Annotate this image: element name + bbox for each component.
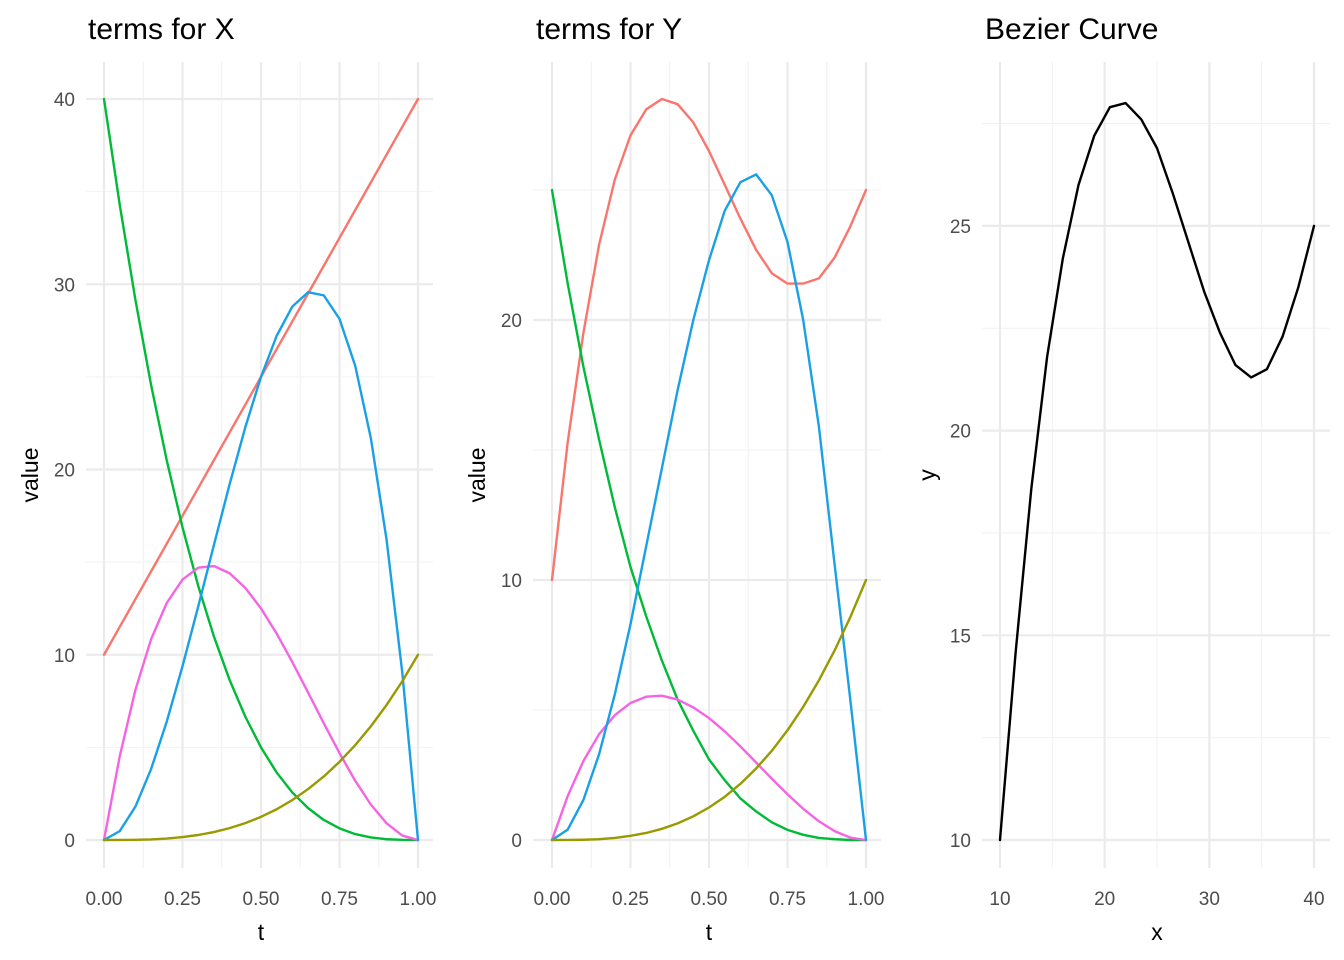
x-tick-label: 1.00 xyxy=(400,889,437,910)
series-line-1 xyxy=(550,97,868,582)
y-tick-label: 20 xyxy=(950,422,971,443)
y-tick-label: 0 xyxy=(511,831,522,852)
x-tick-label: 0.50 xyxy=(691,889,728,910)
x-tick-label: 40 xyxy=(1303,889,1324,910)
y-tick-label: 40 xyxy=(54,90,75,111)
series-line-4 xyxy=(550,173,868,842)
x-tick-label: 0.50 xyxy=(243,889,280,910)
x-axis-title: t xyxy=(258,919,265,945)
x-tick-label: 0.00 xyxy=(86,889,123,910)
x-tick-label: 0.25 xyxy=(164,889,201,910)
series-line-5 xyxy=(550,578,868,842)
panel-1: 0.00 0.25 0.50 0.75 1.00 0 10 20 30 40 terms for X… xyxy=(17,13,436,945)
y-tick-label: 15 xyxy=(950,626,971,647)
y-tick-label: 20 xyxy=(501,311,522,332)
series-line-3 xyxy=(550,694,868,842)
x-tick-label: 30 xyxy=(1199,889,1220,910)
y-tick-label: 10 xyxy=(501,571,522,592)
x-tick-label: 0.75 xyxy=(321,889,358,910)
y-axis-title: value xyxy=(17,448,43,503)
x-axis-title: t xyxy=(706,919,713,945)
series-line-5 xyxy=(102,653,420,842)
y-axis-title: y xyxy=(914,469,940,481)
x-tick-label: 10 xyxy=(989,889,1010,910)
grid xyxy=(86,62,433,868)
y-tick-label: 10 xyxy=(950,831,971,852)
panel-title: terms for X xyxy=(88,13,235,46)
panel-title: terms for Y xyxy=(536,13,682,46)
series-line-1 xyxy=(998,101,1316,842)
grid xyxy=(982,62,1330,868)
y-tick-label: 25 xyxy=(950,217,971,238)
y-tick-label: 10 xyxy=(54,646,75,667)
y-tick-label: 0 xyxy=(64,831,75,852)
panel-2: 0.00 0.25 0.50 0.75 1.00 0 10 20 terms for Y t val… xyxy=(464,13,884,945)
grid xyxy=(533,62,881,868)
x-tick-label: 1.00 xyxy=(848,889,885,910)
x-axis-title: x xyxy=(1151,919,1163,945)
x-tick-label: 20 xyxy=(1094,889,1115,910)
series-line-2 xyxy=(102,97,420,842)
panel-3: 10 20 30 40 10 15 20 25 Bezier Curve x y xyxy=(914,13,1330,945)
series-line-3 xyxy=(102,564,420,842)
y-axis-title: value xyxy=(464,448,490,503)
x-tick-label: 0.25 xyxy=(612,889,649,910)
panel-title: Bezier Curve xyxy=(985,13,1158,46)
y-tick-label: 30 xyxy=(54,275,75,296)
y-tick-label: 20 xyxy=(54,461,75,482)
x-tick-label: 0.00 xyxy=(534,889,571,910)
series-line-2 xyxy=(550,188,868,842)
x-tick-label: 0.75 xyxy=(769,889,806,910)
series-line-4 xyxy=(102,291,420,842)
